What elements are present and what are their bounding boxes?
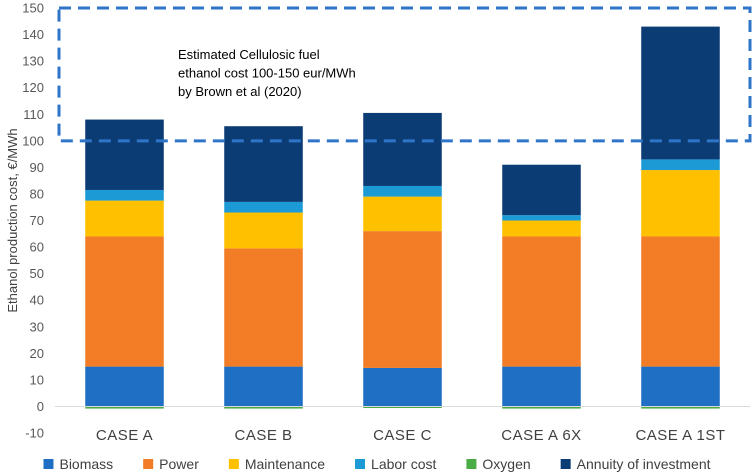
bar-segment-biomass (641, 366, 720, 407)
bar-segment-maintenance (363, 196, 442, 232)
legend-swatch-power (143, 459, 154, 469)
legend-swatch-oxygen (466, 459, 477, 469)
y-tick-label: 0 (37, 399, 44, 414)
bar-segment-annuity-of-investment (641, 26, 720, 160)
x-tick-label: CASE B (234, 427, 292, 444)
legend-label-oxygen: Oxygen (482, 456, 530, 472)
bar-segment-oxygen (224, 406, 303, 409)
bars (85, 26, 720, 409)
y-tick-label: 80 (30, 186, 44, 201)
bar-segment-biomass (85, 366, 164, 407)
legend-swatch-maintenance (228, 459, 239, 469)
x-tick-label: CASE A 6X (501, 427, 581, 444)
legend-label-maintenance: Maintenance (245, 456, 325, 472)
estimate-range-box (57, 6, 752, 143)
bar-segment-annuity-of-investment (85, 119, 164, 190)
y-tick-label: 110 (23, 107, 44, 122)
y-tick-label: 60 (30, 240, 44, 255)
bar-segment-oxygen (363, 406, 442, 409)
bar-segment-power (85, 236, 164, 367)
bar-segment-biomass (224, 366, 303, 407)
y-tick-label: 10 (30, 372, 44, 387)
legend-swatch-biomass (43, 459, 54, 469)
y-tick-label: 90 (30, 160, 44, 175)
y-tick-label: -10 (25, 426, 44, 441)
y-tick-label: 100 (22, 133, 44, 148)
bar-segment-annuity-of-investment (224, 126, 303, 202)
legend-swatch-labor-cost (355, 459, 366, 469)
bar-segment-maintenance (502, 220, 581, 237)
y-tick-label: 130 (22, 54, 44, 69)
y-tick-label: 70 (30, 213, 44, 228)
y-tick-label: 50 (30, 266, 44, 281)
bar-segment-annuity-of-investment (502, 164, 581, 216)
x-axis-categories: CASE A CASE B CASE C CASE A 6X CASE A 1ST (96, 427, 725, 444)
bar-segment-oxygen (85, 406, 164, 409)
bar-segment-power (502, 236, 581, 367)
y-axis-ticks: -10 0 10 20 30 40 50 60 70 80 90 100 110 120 130 140 150 (22, 1, 44, 441)
legend-label-annuity-of-investment: Annuity of investment (577, 456, 711, 472)
bar-segment-labor-cost (363, 185, 442, 197)
bar-segment-power (363, 231, 442, 368)
y-tick-label: 20 (30, 346, 44, 361)
bar-segment-oxygen (502, 406, 581, 409)
bar-segment-labor-cost (85, 189, 164, 201)
legend-label-power: Power (159, 456, 199, 472)
annotation-line-1: Estimated Cellulosic fuel (178, 47, 320, 62)
y-tick-label: 150 (22, 1, 44, 16)
legend: Biomass Power Maintenance Labor cost Oxygen A… (43, 456, 711, 472)
bar-segment-maintenance (85, 200, 164, 237)
y-axis-label: Ethanol production cost, €/MWh (5, 128, 20, 312)
bar-segment-annuity-of-investment (363, 112, 442, 186)
bar-segment-labor-cost (502, 215, 581, 221)
x-tick-label: CASE A (96, 427, 153, 444)
legend-label-labor-cost: Labor cost (371, 456, 436, 472)
bar-segment-biomass (502, 366, 581, 407)
y-tick-label: 140 (22, 27, 44, 42)
bar-segment-oxygen (641, 406, 720, 409)
bar-segment-maintenance (224, 212, 303, 249)
y-tick-label: 30 (30, 319, 44, 334)
annotation-line-2: ethanol cost 100-150 eur/MWh (178, 66, 356, 81)
annotation-text: Estimated Cellulosic fuel ethanol cost 1… (178, 47, 356, 99)
bar-segment-biomass (363, 367, 442, 407)
legend-swatch-annuity-of-investment (560, 459, 571, 469)
bar-segment-power (641, 236, 720, 367)
y-tick-label: 120 (22, 80, 44, 95)
bar-segment-maintenance (641, 170, 720, 237)
bar-segment-labor-cost (641, 159, 720, 171)
legend-label-biomass: Biomass (59, 456, 113, 472)
x-tick-label: CASE A 1ST (635, 427, 725, 444)
y-tick-label: 40 (30, 293, 44, 308)
bar-segment-labor-cost (224, 201, 303, 213)
bar-segment-power (224, 248, 303, 367)
annotation-line-3: by Brown et al (2020) (178, 84, 302, 99)
x-tick-label: CASE C (373, 427, 432, 444)
